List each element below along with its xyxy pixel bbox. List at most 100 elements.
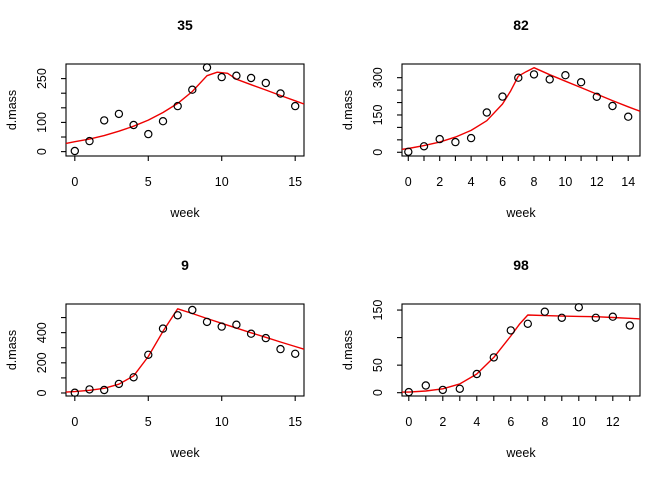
plot-box xyxy=(401,63,641,157)
x-tick-label: 0 xyxy=(71,175,78,189)
x-tick-label: 8 xyxy=(530,175,537,189)
x-tick-label: 0 xyxy=(405,175,412,189)
data-point xyxy=(158,324,168,333)
x-tick-label: 5 xyxy=(145,415,152,429)
data-point xyxy=(557,313,566,323)
data-point xyxy=(114,109,124,119)
x-tick-label: 2 xyxy=(436,175,443,189)
data-point xyxy=(624,112,633,121)
data-point xyxy=(217,72,226,82)
panel-title: 98 xyxy=(513,257,529,273)
data-point xyxy=(608,101,617,111)
y-axis-label: d.mass xyxy=(5,330,19,370)
data-point xyxy=(232,71,241,80)
data-point xyxy=(435,134,444,144)
data-point xyxy=(419,142,429,151)
data-point xyxy=(261,333,270,343)
data-point xyxy=(202,63,212,72)
plot-svg: 82 d.mass week 0 2 4 6 8 10 12 14 0 150 300 xyxy=(341,17,641,220)
plot-box xyxy=(65,303,305,397)
y-tick-label: 150 xyxy=(371,300,385,321)
y-tick-label: 50 xyxy=(371,358,385,372)
data-point xyxy=(144,350,153,360)
y-tick-label: 0 xyxy=(371,389,385,396)
data-point xyxy=(85,136,94,146)
data-point xyxy=(576,77,586,87)
fit-line xyxy=(65,71,305,145)
data-point xyxy=(232,320,241,329)
data-point xyxy=(438,385,448,395)
data-point xyxy=(498,92,507,101)
data-point xyxy=(591,313,600,323)
data-point xyxy=(246,73,256,83)
x-tick-label: 12 xyxy=(606,415,620,429)
plot-box xyxy=(401,303,641,397)
data-point xyxy=(482,108,491,117)
y-tick-label: 200 xyxy=(35,352,49,373)
data-point xyxy=(85,385,94,394)
data-point xyxy=(173,101,182,111)
x-tick-label: 14 xyxy=(621,175,635,189)
data-point xyxy=(404,387,414,397)
plot-svg: 35 d.mass week 0 5 10 15 0 100 250 xyxy=(5,17,305,220)
data-point xyxy=(545,75,554,84)
data-point xyxy=(188,85,197,94)
data-point xyxy=(421,381,431,390)
plot-svg: 98 d.mass week 0 2 4 6 8 10 12 0 50 150 xyxy=(341,257,641,460)
data-point xyxy=(625,321,634,330)
data-point xyxy=(506,326,515,335)
data-point xyxy=(99,116,109,125)
data-point xyxy=(291,349,300,359)
x-axis-label: week xyxy=(505,206,536,220)
panel-title: 82 xyxy=(513,17,529,33)
data-point xyxy=(70,146,80,156)
data-point xyxy=(514,73,523,82)
data-point xyxy=(608,312,617,321)
data-point xyxy=(276,344,285,354)
data-point xyxy=(129,373,138,382)
x-tick-label: 6 xyxy=(507,415,514,429)
data-point xyxy=(202,317,212,327)
data-point xyxy=(158,116,168,126)
x-tick-label: 12 xyxy=(590,175,604,189)
data-point xyxy=(455,384,465,393)
plot-svg: 9 d.mass week 0 5 10 15 0 200 400 xyxy=(5,257,305,460)
plot-box xyxy=(65,63,305,157)
data-point xyxy=(261,78,270,88)
data-point xyxy=(99,385,109,395)
x-tick-label: 2 xyxy=(439,415,446,429)
x-tick-label: 15 xyxy=(288,175,302,189)
fit-line xyxy=(65,308,305,393)
x-axis-label: week xyxy=(505,446,536,460)
plot-panel-82: 82 d.mass week 0 2 4 6 8 10 12 14 0 150 300 xyxy=(336,0,672,240)
data-point xyxy=(451,137,460,147)
data-point xyxy=(489,353,498,362)
x-axis-label: week xyxy=(169,446,200,460)
y-tick-label: 150 xyxy=(371,104,385,125)
data-point xyxy=(246,329,256,338)
data-point xyxy=(574,303,583,312)
data-point xyxy=(173,311,182,320)
data-point xyxy=(472,369,481,379)
y-tick-label: 250 xyxy=(35,68,49,89)
y-axis-label: d.mass xyxy=(341,330,355,370)
data-point xyxy=(291,101,300,111)
y-tick-label: 0 xyxy=(371,149,385,156)
x-tick-label: 4 xyxy=(468,175,475,189)
data-point xyxy=(404,147,413,156)
data-point xyxy=(144,129,153,139)
data-point xyxy=(466,133,476,143)
y-tick-label: 300 xyxy=(371,67,385,88)
data-point xyxy=(70,388,80,397)
y-tick-label: 100 xyxy=(35,112,49,133)
y-tick-label: 0 xyxy=(35,389,49,396)
data-point xyxy=(276,89,285,98)
x-tick-label: 4 xyxy=(473,415,480,429)
y-axis-label: d.mass xyxy=(5,90,19,130)
plot-panel-35: 35 d.mass week 0 5 10 15 0 100 250 xyxy=(0,0,336,240)
x-axis-label: week xyxy=(169,206,200,220)
x-tick-label: 10 xyxy=(572,415,586,429)
data-point xyxy=(523,319,532,329)
x-tick-label: 0 xyxy=(405,415,412,429)
y-axis-label: d.mass xyxy=(341,90,355,130)
